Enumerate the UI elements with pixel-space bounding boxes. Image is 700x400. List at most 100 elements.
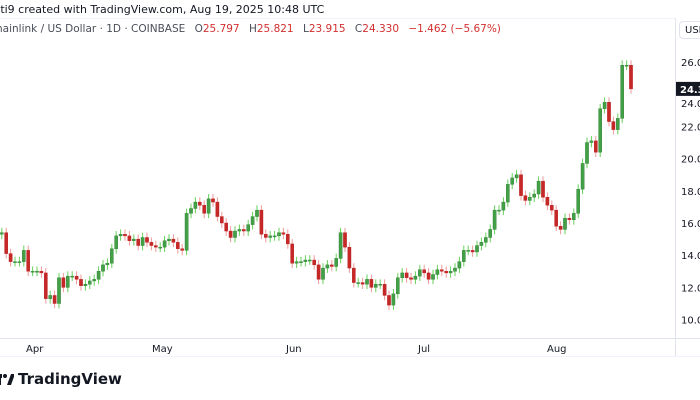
price-tick-label: 12.00 bbox=[681, 283, 700, 294]
candle-up bbox=[585, 142, 589, 164]
high-value: 25.821 bbox=[256, 23, 294, 35]
candle-down bbox=[127, 235, 132, 241]
time-label-jul: Jul bbox=[418, 344, 431, 355]
candle-up bbox=[193, 201, 198, 209]
time-label-aug: Aug bbox=[547, 344, 567, 355]
price-tick-label: 18.00 bbox=[681, 187, 700, 198]
tradingview-logo[interactable]: TradingView bbox=[0, 370, 122, 388]
candle-down bbox=[404, 272, 409, 278]
open-value: 25.797 bbox=[202, 23, 240, 35]
candle-down bbox=[611, 121, 616, 130]
candle-down bbox=[330, 264, 334, 267]
open-label: O bbox=[194, 23, 203, 35]
candle-down bbox=[312, 259, 317, 266]
candle-down bbox=[8, 253, 13, 262]
candle-up bbox=[580, 163, 585, 190]
candle-up bbox=[492, 209, 497, 230]
candle-up bbox=[30, 271, 35, 273]
candle-down bbox=[444, 271, 449, 274]
candle-down bbox=[149, 242, 154, 246]
price-axis[interactable]: 26.00 24.00 22.00 20.00 18.00 16.00 14.00 12.00… bbox=[676, 58, 700, 327]
header-divider bbox=[0, 18, 675, 19]
candle-down bbox=[523, 195, 528, 201]
candle-up bbox=[184, 213, 189, 251]
candle-up bbox=[96, 271, 101, 280]
last-price-badge bbox=[676, 81, 700, 96]
candle-down bbox=[215, 201, 220, 217]
candle-up bbox=[365, 279, 369, 285]
candle-up bbox=[140, 237, 145, 246]
symbol-legend: hainlink / US Dollar · 1D · COINBASE O25… bbox=[0, 23, 501, 35]
candle-up bbox=[356, 282, 361, 284]
last-price-label: 24.33 bbox=[680, 85, 700, 96]
price-tick-label: 26.00 bbox=[681, 58, 700, 69]
candle-up bbox=[87, 280, 92, 285]
candle-up bbox=[413, 275, 418, 280]
candle-down bbox=[409, 277, 413, 280]
candle-down bbox=[175, 242, 180, 249]
candle-up bbox=[334, 258, 339, 267]
candle-up bbox=[114, 235, 118, 249]
candle-up bbox=[272, 235, 277, 238]
candle-down bbox=[241, 229, 246, 232]
candle-down bbox=[567, 217, 572, 220]
candle-down bbox=[440, 269, 444, 272]
currency-button[interactable]: USD bbox=[679, 21, 700, 39]
candle-down bbox=[607, 102, 611, 122]
candle-down bbox=[259, 209, 264, 235]
price-tick-label: 14.00 bbox=[681, 251, 700, 262]
candle-up bbox=[206, 198, 211, 214]
time-label-apr: Apr bbox=[26, 344, 44, 355]
candle-down bbox=[286, 234, 290, 245]
candle-up bbox=[462, 250, 466, 262]
symbol-description[interactable]: hainlink / US Dollar · 1D · COINBASE bbox=[0, 23, 186, 35]
time-label-jun: Jun bbox=[286, 344, 302, 355]
candle-up bbox=[624, 65, 629, 67]
candle-up bbox=[233, 230, 237, 238]
candle-up bbox=[57, 277, 61, 304]
candle-down bbox=[202, 205, 207, 214]
change-value: −1.462 (−5.67%) bbox=[408, 23, 501, 35]
candle-down bbox=[264, 234, 268, 238]
candle-down bbox=[197, 201, 202, 206]
candle-up bbox=[528, 197, 532, 201]
candle-down bbox=[290, 243, 295, 264]
candle-down bbox=[79, 279, 83, 286]
high-label: H bbox=[248, 23, 257, 35]
candle-up bbox=[294, 261, 299, 264]
price-tick-label: 22.00 bbox=[681, 122, 700, 133]
candle-down bbox=[180, 248, 185, 251]
candle-up bbox=[255, 209, 259, 217]
candle-up bbox=[448, 271, 453, 274]
candle-up bbox=[479, 242, 484, 246]
candle-up bbox=[391, 293, 396, 306]
candle-down bbox=[387, 295, 391, 306]
candle-down bbox=[171, 238, 176, 243]
candle-up bbox=[35, 271, 39, 273]
candle-up bbox=[268, 235, 273, 238]
time-label-may: May bbox=[152, 344, 173, 355]
candle-up bbox=[162, 240, 167, 248]
candle-up bbox=[48, 295, 52, 299]
candle-down bbox=[347, 246, 352, 269]
candle-up bbox=[457, 261, 462, 269]
candle-down bbox=[145, 237, 149, 243]
candle-up bbox=[250, 216, 255, 225]
candle-up bbox=[532, 193, 536, 198]
candle-up bbox=[308, 259, 312, 262]
candle-up bbox=[431, 274, 435, 280]
candle-down bbox=[422, 269, 427, 274]
tradingview-logo-icon bbox=[0, 374, 14, 385]
low-label: L bbox=[302, 23, 309, 35]
candle-up bbox=[400, 272, 405, 278]
candle-down bbox=[61, 277, 66, 288]
candle-up bbox=[65, 275, 70, 288]
candle-up bbox=[22, 250, 26, 262]
candle-down bbox=[316, 264, 321, 280]
candle-down bbox=[545, 197, 550, 206]
candle-up bbox=[0, 232, 4, 235]
candle-up bbox=[475, 245, 479, 253]
candle-down bbox=[426, 272, 431, 280]
candle-down bbox=[550, 205, 554, 211]
